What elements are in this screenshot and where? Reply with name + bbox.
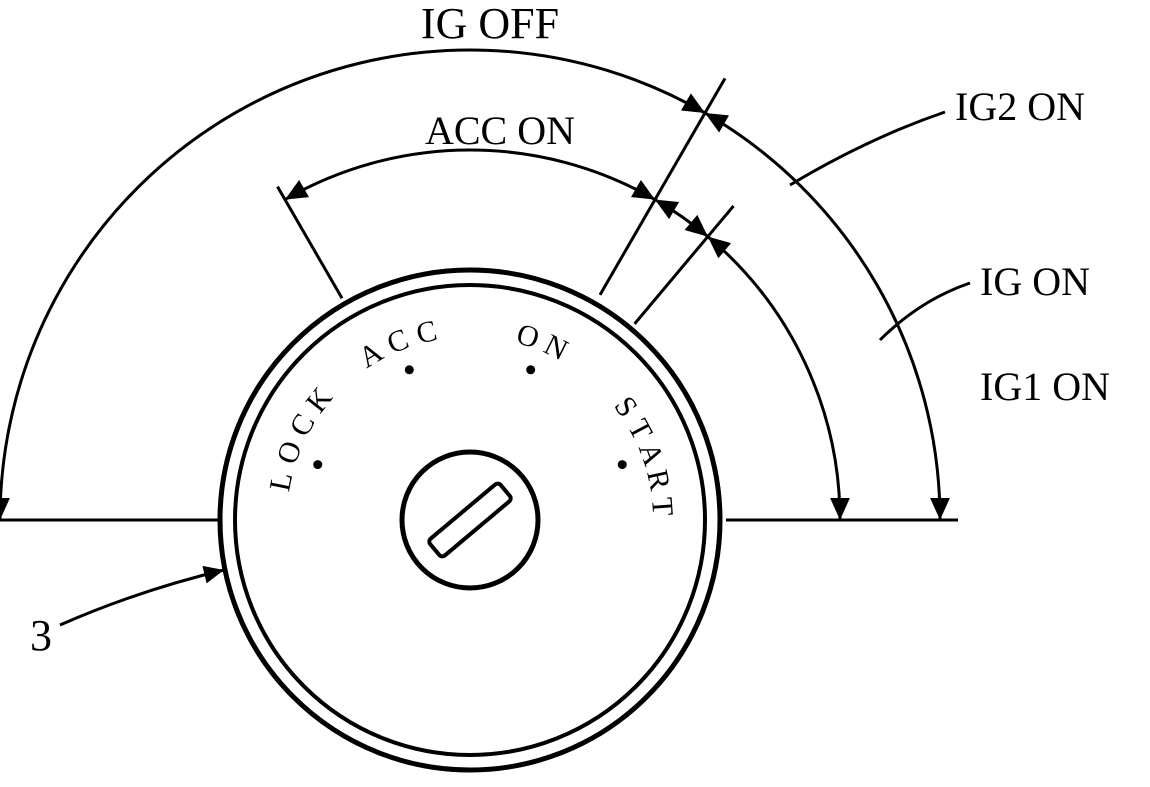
key-hub: [402, 452, 538, 588]
pos-label-start-char: T: [645, 496, 679, 517]
label-acc-on: ACC ON: [425, 108, 575, 153]
pos-label-lock-char: C: [283, 408, 322, 442]
pos-label-start-char: R: [640, 467, 676, 493]
bezel-inner: [235, 285, 705, 755]
pos-label-lock-char: O: [270, 437, 308, 469]
label-ig-on: IG ON: [980, 259, 1090, 304]
pos-label-on-char: N: [539, 328, 573, 367]
arc-ig-off: [0, 50, 705, 520]
label-ig1-on: IG1 ON: [980, 364, 1110, 409]
pos-label-lock-char: K: [300, 381, 340, 419]
pos-label-start-char: S: [608, 390, 645, 423]
bezel-outer: [220, 270, 720, 770]
arc-ig2-on: [655, 200, 708, 237]
pos-label-start-char: A: [632, 438, 671, 470]
pos-label-acc: ACC: [353, 314, 440, 375]
tick-accon-start: [278, 187, 343, 299]
leader-ig-on: [880, 283, 970, 340]
ignition-diagram: LOCKACCONSTARTIG OFFACC ONIG ONIG1 ONIG2…: [0, 0, 1150, 787]
pos-dot-start: [618, 460, 627, 469]
pos-label-lock-char: L: [263, 469, 299, 494]
leader-ref-number: [60, 570, 224, 625]
pos-label-start-char: T: [621, 414, 659, 446]
pos-label-start: START: [608, 390, 680, 517]
label-ig2-on: IG2 ON: [955, 84, 1085, 129]
pos-label-acc-char: A: [353, 335, 389, 375]
label-ig-off: IG OFF: [421, 0, 559, 48]
pos-label-acc-char: C: [413, 314, 440, 351]
arc-acc-on: [285, 150, 655, 200]
ref-number: 3: [30, 611, 52, 660]
pos-dot-lock: [313, 460, 322, 469]
arc-ig1-on: [708, 237, 850, 520]
tick-igoff-end: [600, 78, 725, 295]
diagram-layer: LOCKACCONSTARTIG OFFACC ONIG ONIG1 ONIG2…: [0, 0, 1110, 770]
pos-dot-acc: [405, 365, 414, 374]
pos-label-on-char: O: [513, 317, 544, 355]
tick-ig1on-start: [635, 206, 734, 324]
leader-ig2-on: [790, 112, 945, 185]
leader-ref-arrow: [202, 566, 224, 584]
pos-label-lock: LOCK: [263, 381, 339, 494]
pos-label-on: ON: [513, 317, 573, 367]
pos-dot-on: [526, 365, 535, 374]
key-slot: [428, 482, 513, 558]
pos-label-acc-char: C: [382, 322, 413, 360]
arc-ig-on: [705, 113, 950, 520]
